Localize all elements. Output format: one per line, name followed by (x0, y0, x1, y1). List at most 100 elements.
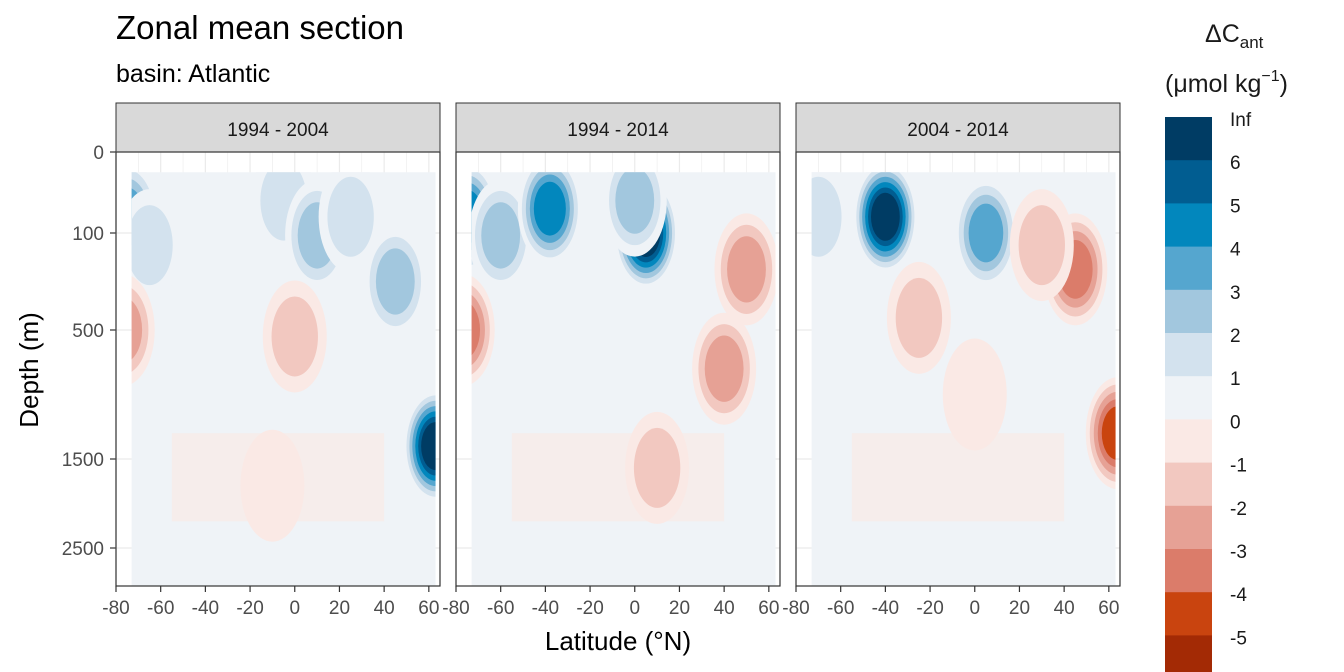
panel-border (115, 151, 441, 587)
contour-mark (131, 205, 173, 286)
x-axis-label: Latitude (°N) (545, 626, 691, 656)
legend-key (1165, 549, 1212, 593)
y-tick-label: 0 (93, 143, 104, 164)
x-tick-label: 40 (714, 598, 735, 619)
legend-key (1165, 462, 1212, 507)
x-tick-label: -40 (192, 598, 219, 619)
x-tick-label: 60 (758, 598, 779, 619)
legend-label: 4 (1230, 240, 1241, 261)
x-tick-label: 0 (969, 598, 980, 619)
legend-label: 0 (1230, 412, 1241, 433)
contour-mark (895, 277, 943, 358)
x-tick-label: 0 (629, 598, 640, 619)
contour-mark (533, 181, 566, 236)
panel-strip (795, 102, 1121, 153)
contour-mark (271, 296, 318, 377)
y-tick-label: 2500 (62, 539, 104, 560)
contour-mark (327, 176, 374, 257)
x-tick-label: 60 (418, 598, 439, 619)
legend-key (1165, 592, 1212, 636)
contour-mark (471, 304, 481, 356)
chart-subtitle: basin: Atlantic (116, 60, 271, 88)
contour-mark (968, 203, 1004, 263)
panel: 1994 - 2014 -80 -60 -40 -20 0 20 40 60 (442, 102, 781, 619)
y-tick-label: 1500 (62, 450, 104, 471)
panel-label: 1994 - 2014 (567, 120, 669, 141)
x-tick-label: 20 (669, 598, 690, 619)
legend-key (1165, 203, 1212, 248)
legend-key (1165, 246, 1212, 291)
panel-strip (455, 102, 781, 153)
contour-mark (1101, 406, 1116, 460)
legend-label: 5 (1230, 196, 1241, 217)
contour-mark (811, 176, 842, 257)
contour-mark (727, 236, 766, 303)
contour-mark (375, 248, 415, 315)
legend-key (1165, 117, 1212, 161)
y-axis-label: Depth (m) (14, 312, 44, 428)
legend-label: Inf (1230, 110, 1252, 131)
y-tick-label: 100 (72, 224, 104, 245)
field-band (511, 433, 725, 522)
legend-unit: (μmol kg−1) (1165, 68, 1288, 98)
field-layer (811, 172, 1116, 490)
legend-label: 6 (1230, 153, 1241, 174)
legend-key (1165, 505, 1212, 550)
x-tick-label: -60 (487, 598, 514, 619)
contour-mark (633, 427, 681, 508)
legend-key (1165, 419, 1212, 464)
contour-mark (481, 202, 521, 269)
panel-strip (115, 102, 441, 153)
x-tick-label: -20 (916, 598, 943, 619)
contour-mark (1018, 205, 1065, 286)
legend-label: -5 (1230, 628, 1247, 649)
panel: 2004 - 2014 -80 -60 -40 -20 0 20 40 60 (782, 102, 1121, 619)
x-tick-label: 20 (1009, 598, 1030, 619)
contour-mark (704, 335, 744, 402)
legend-label: 3 (1230, 283, 1241, 304)
x-tick-label: -40 (872, 598, 899, 619)
x-tick-label: -20 (236, 598, 263, 619)
field-band (851, 433, 1065, 522)
legend-label: -1 (1230, 456, 1247, 477)
panel-border (455, 151, 781, 587)
legend-key (1165, 333, 1212, 377)
legend-label: -4 (1230, 585, 1247, 606)
y-tick-label: 500 (72, 321, 104, 342)
x-tick-label: -80 (782, 598, 809, 619)
field-layer (471, 172, 776, 524)
legend-key (1165, 635, 1212, 672)
panel: 1994 - 2004 -80 -60 -40 -20 0 20 40 60 (102, 102, 441, 619)
legend-key (1165, 289, 1212, 334)
contour-mark (131, 300, 143, 360)
legend-label: -3 (1230, 542, 1247, 563)
legend-key (1165, 376, 1212, 420)
legend-label: 1 (1230, 369, 1241, 390)
panel-label: 1994 - 2004 (227, 120, 329, 141)
x-tick-label: -80 (102, 598, 129, 619)
x-tick-label: -20 (576, 598, 603, 619)
chart-title: Zonal mean section (116, 9, 404, 46)
x-tick-label: -80 (442, 598, 469, 619)
legend-label: -2 (1230, 499, 1247, 520)
field-layer (131, 172, 436, 542)
contour-mark (942, 338, 1007, 451)
x-tick-label: -40 (532, 598, 559, 619)
x-tick-label: 0 (289, 598, 300, 619)
legend-key (1165, 160, 1212, 204)
x-tick-label: -60 (147, 598, 174, 619)
legend-label: 2 (1230, 326, 1241, 347)
x-tick-label: 40 (374, 598, 395, 619)
legend-title: ΔCant (1205, 20, 1264, 52)
legend: ΔCant (μmol kg−1) Inf 6 5 4 3 2 1 0 -1 -2 -3 -4 -5 (1165, 20, 1288, 672)
x-tick-label: 60 (1098, 598, 1119, 619)
x-tick-label: -60 (827, 598, 854, 619)
x-tick-label: 40 (1054, 598, 1075, 619)
contour-mark (870, 192, 900, 241)
panel-label: 2004 - 2014 (907, 120, 1009, 141)
contour-mark (615, 172, 655, 234)
panel-border (795, 151, 1121, 587)
x-tick-label: 20 (329, 598, 350, 619)
contour-mark (240, 429, 305, 542)
